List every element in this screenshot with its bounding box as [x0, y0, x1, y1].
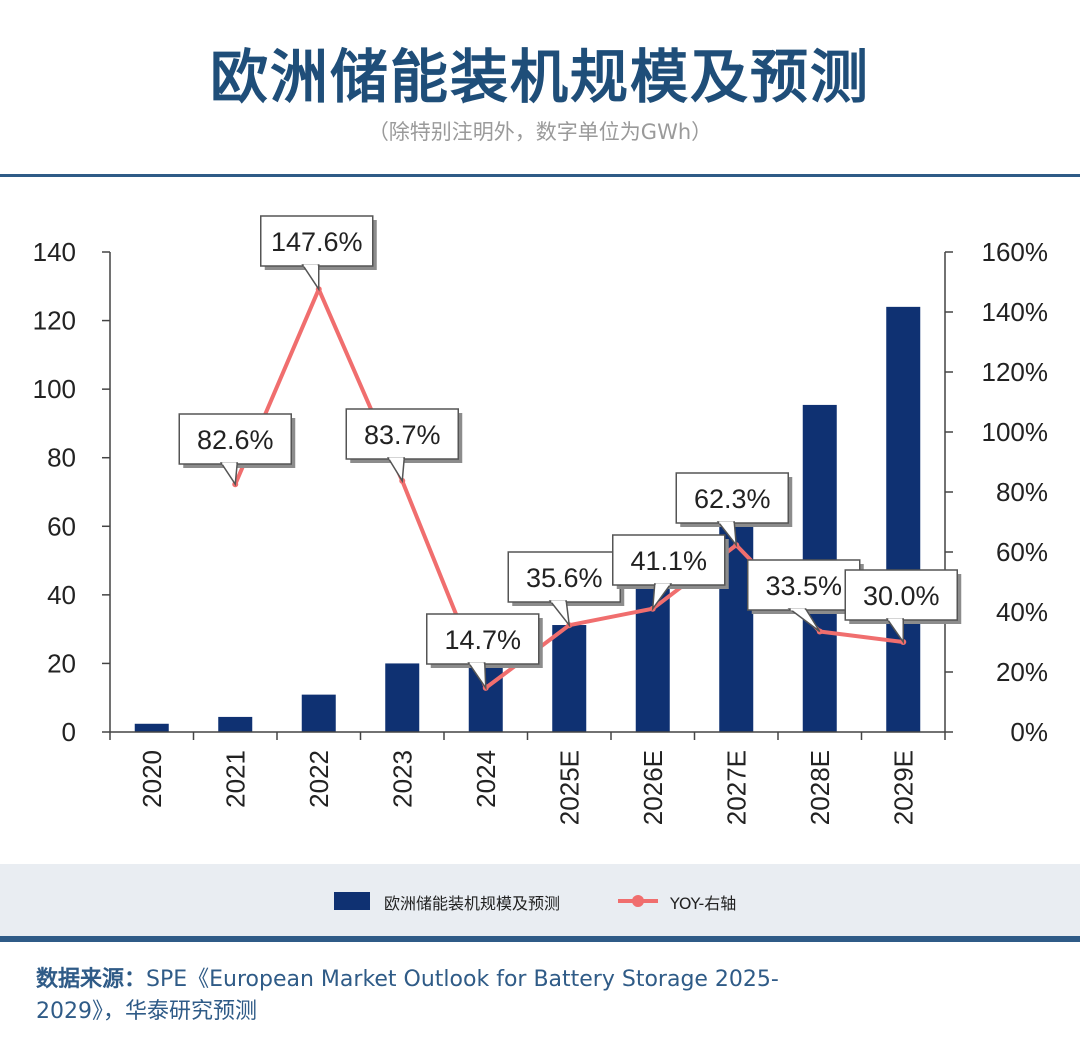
y-left-tick-label: 120	[33, 306, 76, 336]
data-label-2029E: 30.0%	[863, 581, 940, 611]
bar-2029E	[886, 306, 921, 732]
callout-2021: 82.6%	[178, 413, 296, 487]
bar-2025E	[552, 625, 587, 732]
x-tick-label: 2022	[304, 750, 334, 808]
y-left-tick-label: 20	[47, 648, 76, 678]
data-label-2023: 83.7%	[364, 420, 441, 450]
callout-2027E: 62.3%	[675, 472, 793, 548]
page-subtitle: （除特别注明外，数字单位为GWh）	[367, 120, 713, 144]
source-label: 数据来源：	[36, 967, 147, 992]
callout-2026E: 41.1%	[612, 534, 729, 612]
callout-2022: 147.6%	[260, 215, 377, 292]
y-right-tick-label: 20%	[996, 657, 1048, 687]
bars-layer	[134, 306, 921, 732]
data-label-2024: 14.7%	[444, 625, 521, 655]
top-divider	[0, 174, 1080, 177]
callout-pointer	[301, 264, 320, 292]
data-label-2025E: 35.6%	[526, 563, 603, 593]
y-right-tick-label: 160%	[982, 237, 1049, 267]
callout-box	[747, 559, 861, 611]
y-left-tick-label: 0	[62, 717, 76, 747]
x-tick-label: 2029E	[888, 750, 918, 825]
y-left-tick-label: 60	[47, 511, 76, 541]
callout-2023: 83.7%	[345, 408, 463, 484]
legend-bar-swatch	[334, 892, 370, 910]
x-tick-label: 2028E	[805, 750, 835, 825]
callout-box	[260, 215, 374, 267]
data-label-2021: 82.6%	[197, 425, 274, 455]
data-labels-layer: 82.6% 147.6% 83.7% 14.7% 35.6% 41.1% 62.3% 33.5…	[178, 215, 962, 691]
y-right-tick-label: 0%	[1010, 717, 1048, 747]
callout-pointer	[386, 457, 406, 484]
source-note: 数据来源：SPE《European Market Outlook for Bat…	[36, 964, 796, 1028]
callout-pointer	[219, 462, 239, 487]
callout-2024: 14.7%	[426, 613, 543, 691]
y-right-tick-label: 120%	[982, 357, 1049, 387]
legend-bar-label: 欧洲储能装机规模及预测	[384, 894, 561, 913]
page-title: 欧洲储能装机规模及预测	[209, 43, 870, 111]
chart: 0 20 40 60 80 100 120 140 0% 20% 40% 60% 80% 100% 120%…	[33, 215, 1048, 825]
legend-line-label: YOY-右轴	[670, 894, 737, 913]
callout-2029E: 30.0%	[844, 569, 962, 645]
y-right-tick-label: 40%	[996, 597, 1048, 627]
axes-layer: 0 20 40 60 80 100 120 140 0% 20% 40% 60% 80% 100% 120%…	[33, 237, 1048, 825]
data-label-2027E: 62.3%	[694, 484, 771, 514]
legend-line-swatch	[618, 895, 658, 907]
x-tick-label: 2024	[471, 750, 501, 808]
y-left-tick-label: 80	[47, 443, 76, 473]
x-tick-label: 2027E	[721, 750, 751, 825]
x-tick-label: 2026E	[638, 750, 668, 825]
bar-2021	[218, 716, 253, 732]
bar-2022	[301, 694, 336, 732]
callout-box	[612, 534, 726, 586]
x-tick-label: 2025E	[554, 750, 584, 825]
y-left-tick-label: 140	[33, 237, 76, 267]
data-label-2026E: 41.1%	[630, 546, 707, 576]
y-right-tick-label: 140%	[982, 297, 1049, 327]
x-tick-label: 2023	[387, 750, 417, 808]
bar-2023	[385, 663, 420, 732]
y-left-tick-label: 100	[33, 374, 76, 404]
bar-2020	[134, 723, 169, 732]
y-right-tick-label: 100%	[982, 417, 1049, 447]
callout-pointer	[548, 600, 571, 628]
callout-box	[844, 569, 958, 621]
legend: 欧洲储能装机规模及预测 YOY-右轴	[0, 864, 1080, 936]
bottom-divider	[0, 936, 1080, 942]
data-label-2022: 147.6%	[271, 227, 363, 257]
y-right-tick-label: 60%	[996, 537, 1048, 567]
callout-box	[507, 551, 621, 603]
callout-2025E: 35.6%	[507, 551, 625, 628]
x-tick-label: 2021	[220, 750, 250, 808]
y-right-tick-label: 80%	[996, 477, 1048, 507]
callout-box	[345, 408, 459, 460]
data-label-2028E: 33.5%	[765, 571, 842, 601]
source-text: SPE《European Market Outlook for Battery …	[36, 967, 779, 1024]
x-tick-label: 2020	[137, 750, 167, 808]
y-left-tick-label: 40	[47, 580, 76, 610]
